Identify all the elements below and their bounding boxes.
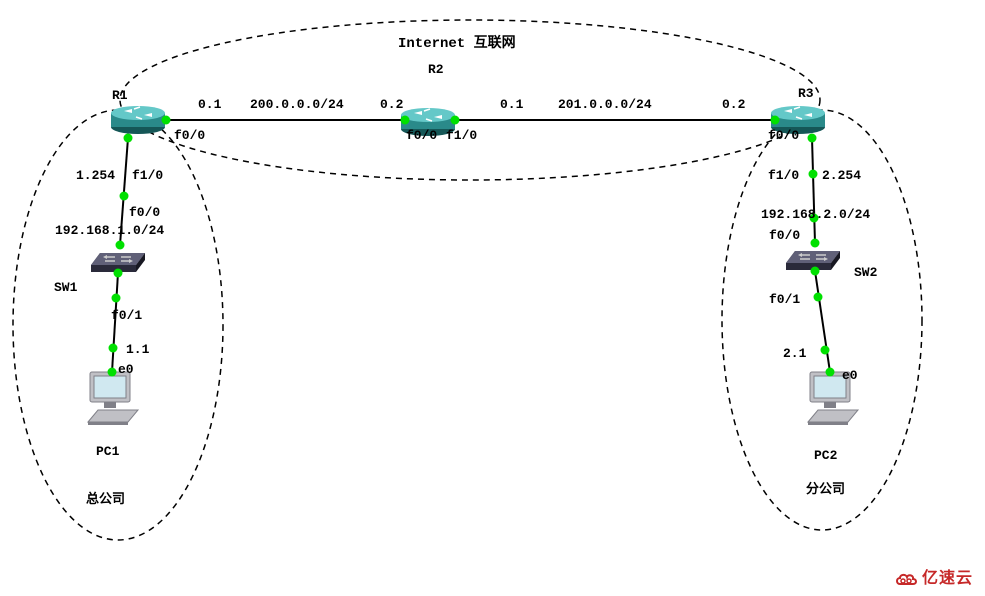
label-branch: 分公司 bbox=[806, 478, 845, 497]
port-dot bbox=[112, 294, 121, 303]
port-label: e0 bbox=[118, 362, 134, 377]
port-label: 1.1 bbox=[126, 342, 149, 357]
port-dot bbox=[120, 192, 129, 201]
port-label: f1/0 bbox=[132, 168, 163, 183]
watermark-text: 亿速云 bbox=[922, 570, 973, 587]
port-dot bbox=[109, 344, 118, 353]
port-dot bbox=[821, 346, 830, 355]
label-r3: R3 bbox=[798, 86, 814, 101]
label-net192-2: 192.168.2.0/24 bbox=[761, 207, 870, 222]
port-label: 0.1 bbox=[198, 97, 221, 112]
port-label: 0.2 bbox=[722, 97, 745, 112]
port-dot bbox=[808, 134, 817, 143]
port-dot bbox=[162, 116, 171, 125]
label-sw2: SW2 bbox=[854, 265, 877, 280]
label-pc1: PC1 bbox=[96, 444, 119, 459]
port-dot bbox=[116, 241, 125, 250]
diagram-title: Internet 互联网 bbox=[398, 32, 516, 52]
label-hq: 总公司 bbox=[86, 488, 125, 507]
watermark: 亿速云 bbox=[894, 564, 973, 588]
label-net200: 200.0.0.0/24 bbox=[250, 97, 344, 112]
port-label: f1/0 bbox=[768, 168, 799, 183]
cloud-icon bbox=[894, 570, 918, 588]
port-label: 2.254 bbox=[822, 168, 861, 183]
port-dot bbox=[809, 170, 818, 179]
port-label: e0 bbox=[842, 368, 858, 383]
label-sw1: SW1 bbox=[54, 280, 77, 295]
port-label: f0/0 bbox=[174, 128, 205, 143]
label-r1: R1 bbox=[112, 88, 128, 103]
port-dot bbox=[771, 116, 780, 125]
pc-pc1 bbox=[80, 370, 140, 425]
port-dot bbox=[826, 368, 835, 377]
router-r1 bbox=[110, 105, 166, 135]
port-label: f1/0 bbox=[446, 128, 477, 143]
port-label: 0.2 bbox=[380, 97, 403, 112]
port-dot bbox=[124, 134, 133, 143]
port-label: f0/0 bbox=[406, 128, 437, 143]
port-dot bbox=[108, 368, 117, 377]
port-label: f0/1 bbox=[111, 308, 142, 323]
port-label: f0/0 bbox=[768, 128, 799, 143]
port-dot bbox=[814, 293, 823, 302]
port-dot bbox=[451, 116, 460, 125]
ellipse-left bbox=[13, 110, 223, 540]
port-label: f0/0 bbox=[769, 228, 800, 243]
port-dot bbox=[401, 116, 410, 125]
background-svg bbox=[0, 0, 985, 596]
port-dot bbox=[811, 239, 820, 248]
port-label: 0.1 bbox=[500, 97, 523, 112]
port-dot bbox=[114, 269, 123, 278]
label-r2: R2 bbox=[428, 62, 444, 77]
port-label: f0/1 bbox=[769, 292, 800, 307]
label-pc2: PC2 bbox=[814, 448, 837, 463]
port-dot bbox=[811, 267, 820, 276]
label-net192-1: 192.168.1.0/24 bbox=[55, 223, 164, 238]
port-label: 1.254 bbox=[76, 168, 115, 183]
label-net201: 201.0.0.0/24 bbox=[558, 97, 652, 112]
port-label: 2.1 bbox=[783, 346, 806, 361]
diagram-canvas: Internet 互联网 R1 R2 R3 SW1 SW2 PC1 PC2 总公… bbox=[0, 0, 985, 596]
port-label: f0/0 bbox=[129, 205, 160, 220]
